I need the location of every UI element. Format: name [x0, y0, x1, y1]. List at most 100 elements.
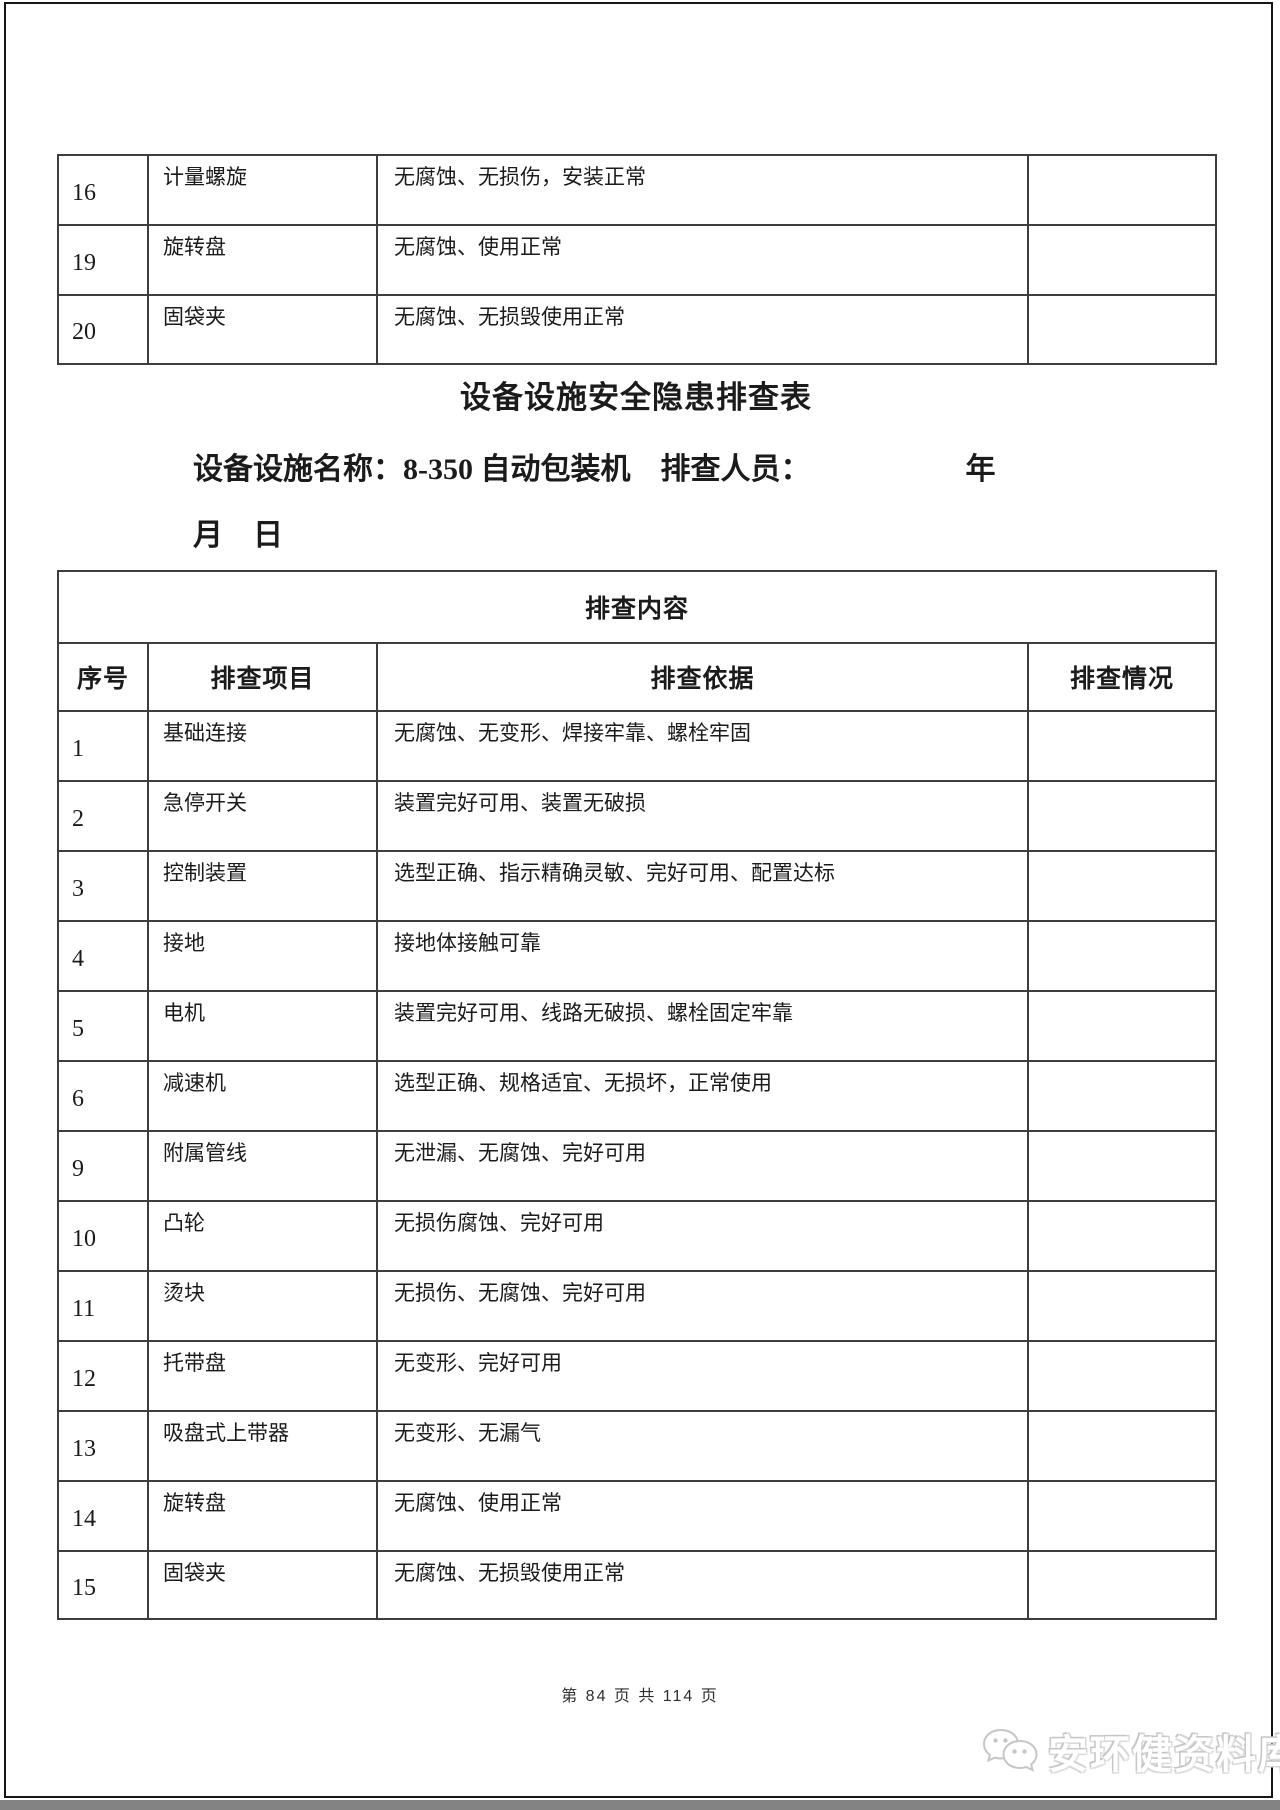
table-row: 10 凸轮 无损伤腐蚀、完好可用 [57, 1200, 1218, 1272]
row-number: 13 [57, 1410, 149, 1482]
inspection-basis: 无变形、无漏气 [376, 1410, 1029, 1482]
row-number: 2 [57, 780, 149, 852]
table-row: 19 旋转盘 无腐蚀、使用正常 [57, 224, 1217, 296]
table-row: 2 急停开关 装置完好可用、装置无破损 [57, 780, 1218, 852]
inspection-item: 旋转盘 [147, 224, 378, 296]
page-border-frame [4, 2, 1273, 1798]
inspection-item: 吸盘式上带器 [147, 1410, 378, 1482]
inspection-status-cell [1026, 1200, 1218, 1272]
row-number: 15 [57, 1550, 149, 1620]
table-row: 15 固袋夹 无腐蚀、无损毁使用正常 [57, 1550, 1218, 1620]
watermark-text: 安环健资料库 [1048, 1732, 1280, 1777]
inspection-status-cell [1027, 154, 1217, 226]
inspection-basis: 无损伤、无腐蚀、完好可用 [376, 1270, 1029, 1342]
inspection-basis: 无腐蚀、无变形、焊接牢靠、螺栓牢固 [376, 710, 1029, 782]
inspection-basis: 无腐蚀、使用正常 [376, 224, 1029, 296]
row-number: 6 [57, 1060, 149, 1132]
chat-bubbles-icon [982, 1728, 1038, 1772]
inspection-item: 固袋夹 [147, 1550, 378, 1620]
inspection-item: 凸轮 [147, 1200, 378, 1272]
inspection-table: 排查内容 序号 排查项目 排查依据 排查情况 1 基础连接 无腐蚀、无变形、焊接… [56, 570, 1218, 1620]
device-name-and-inspector-label: 设备设施名称：8-350 自动包装机 排查人员： [193, 453, 811, 486]
inspection-basis: 无腐蚀、无损毁使用正常 [376, 294, 1029, 365]
inspection-status-cell [1026, 1340, 1218, 1412]
year-label: 年 [965, 453, 996, 486]
table-row: 4 接地 接地体接触可靠 [57, 920, 1218, 992]
page-number-footer: 第 84 页 共 114 页 [561, 1688, 719, 1705]
inspection-status-cell [1026, 1480, 1218, 1552]
column-header-item: 排查项目 [147, 642, 378, 712]
row-number: 10 [57, 1200, 149, 1272]
inspection-item: 基础连接 [147, 710, 378, 782]
row-number: 12 [57, 1340, 149, 1412]
inspection-basis: 装置完好可用、装置无破损 [376, 780, 1029, 852]
inspection-basis: 无腐蚀、使用正常 [376, 1480, 1029, 1552]
row-number: 5 [57, 990, 149, 1062]
inspection-basis: 选型正确、指示精确灵敏、完好可用、配置达标 [376, 850, 1029, 922]
watermark: 安环健资料库 [978, 1722, 1280, 1780]
table-row: 14 旋转盘 无腐蚀、使用正常 [57, 1480, 1218, 1552]
row-number: 16 [57, 154, 149, 226]
inspection-basis: 无泄漏、无腐蚀、完好可用 [376, 1130, 1029, 1202]
inspection-status-cell [1026, 850, 1218, 922]
inspection-item: 旋转盘 [147, 1480, 378, 1552]
row-number: 19 [57, 224, 149, 296]
inspection-item: 计量螺旋 [147, 154, 378, 226]
row-number: 1 [57, 710, 149, 782]
month-day-label: 月 日 [193, 519, 283, 552]
row-number: 11 [57, 1270, 149, 1342]
background-strip [0, 1800, 1280, 1810]
inspection-status-cell [1026, 780, 1218, 852]
column-header-no: 序号 [57, 642, 149, 712]
inspection-status-cell [1026, 920, 1218, 992]
inspection-status-cell [1026, 710, 1218, 782]
inspection-status-cell [1026, 1270, 1218, 1342]
inspection-item: 减速机 [147, 1060, 378, 1132]
inspection-item: 烫块 [147, 1270, 378, 1342]
row-number: 3 [57, 850, 149, 922]
inspection-status-cell [1026, 1130, 1218, 1202]
section-header: 排查内容 [56, 570, 1218, 644]
inspection-item: 附属管线 [147, 1130, 378, 1202]
inspection-basis: 选型正确、规格适宜、无损坏，正常使用 [376, 1060, 1029, 1132]
table-row: 13 吸盘式上带器 无变形、无漏气 [57, 1410, 1218, 1482]
inspection-basis: 无变形、完好可用 [376, 1340, 1029, 1412]
row-number: 9 [57, 1130, 149, 1202]
column-header-basis: 排查依据 [376, 642, 1029, 712]
inspection-basis: 接地体接触可靠 [376, 920, 1029, 992]
inspection-item: 托带盘 [147, 1340, 378, 1412]
table-row: 1 基础连接 无腐蚀、无变形、焊接牢靠、螺栓牢固 [57, 710, 1218, 782]
table-section-header-row: 排查内容 [56, 570, 1218, 644]
continuation-table: 16 计量螺旋 无腐蚀、无损伤，安装正常 19 旋转盘 无腐蚀、使用正常 20 … [57, 154, 1217, 365]
table-row: 3 控制装置 选型正确、指示精确灵敏、完好可用、配置达标 [57, 850, 1218, 922]
inspection-status-cell [1026, 1550, 1218, 1620]
inspection-item: 急停开关 [147, 780, 378, 852]
table-row: 5 电机 装置完好可用、线路无破损、螺栓固定牢靠 [57, 990, 1218, 1062]
inspection-status-cell [1027, 224, 1217, 296]
table-row: 9 附属管线 无泄漏、无腐蚀、完好可用 [57, 1130, 1218, 1202]
table-row: 16 计量螺旋 无腐蚀、无损伤，安装正常 [57, 154, 1217, 226]
inspection-item: 控制装置 [147, 850, 378, 922]
device-info-line: 设备设施名称：8-350 自动包装机 排查人员： 年 [193, 444, 996, 488]
table-row: 12 托带盘 无变形、完好可用 [57, 1340, 1218, 1412]
inspection-basis: 无腐蚀、无损毁使用正常 [376, 1550, 1029, 1620]
row-number: 14 [57, 1480, 149, 1552]
inspection-status-cell [1026, 990, 1218, 1062]
inspection-status-cell [1027, 294, 1217, 365]
column-header-status: 排查情况 [1026, 642, 1218, 712]
inspection-item: 固袋夹 [147, 294, 378, 365]
inspection-basis: 装置完好可用、线路无破损、螺栓固定牢靠 [376, 990, 1029, 1062]
inspection-status-cell [1026, 1410, 1218, 1482]
row-number: 4 [57, 920, 149, 992]
table-row: 6 减速机 选型正确、规格适宜、无损坏，正常使用 [57, 1060, 1218, 1132]
page-title: 设备设施安全隐患排查表 [460, 380, 812, 415]
table-header-row: 序号 排查项目 排查依据 排查情况 [57, 642, 1218, 712]
inspection-item: 接地 [147, 920, 378, 992]
inspection-item: 电机 [147, 990, 378, 1062]
inspection-basis: 无损伤腐蚀、完好可用 [376, 1200, 1029, 1272]
row-number: 20 [57, 294, 149, 365]
inspection-basis: 无腐蚀、无损伤，安装正常 [376, 154, 1029, 226]
inspection-status-cell [1026, 1060, 1218, 1132]
table-row: 11 烫块 无损伤、无腐蚀、完好可用 [57, 1270, 1218, 1342]
